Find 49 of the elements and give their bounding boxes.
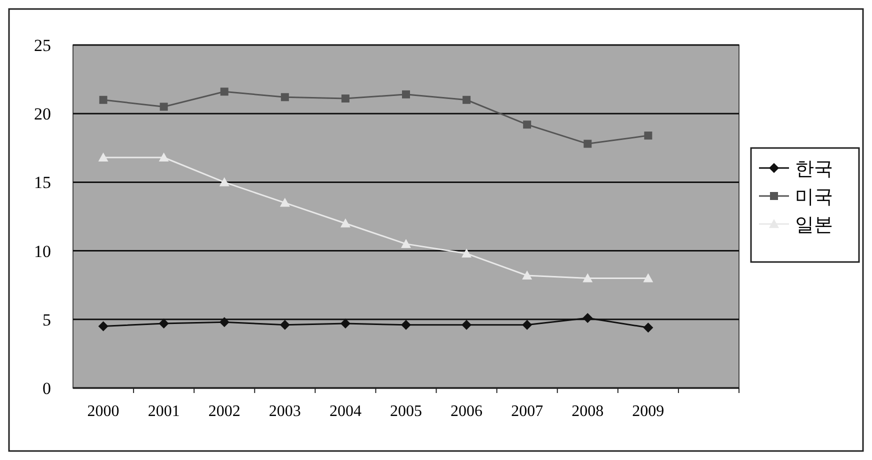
- point: [582, 273, 593, 282]
- point: [219, 177, 230, 186]
- x-tick-label: 2007: [511, 403, 544, 420]
- legend-label: 미국: [795, 186, 833, 208]
- point: [643, 322, 654, 333]
- point: [158, 318, 169, 329]
- point: [158, 152, 169, 162]
- point: [644, 132, 652, 140]
- point: [522, 320, 532, 330]
- point: [462, 248, 472, 258]
- point: [280, 320, 290, 330]
- legend-label: 일본: [795, 214, 833, 236]
- y-tick-label: 5: [42, 310, 51, 330]
- point: [219, 317, 230, 328]
- y-tick-label: 15: [34, 173, 51, 192]
- x-tick-label: 2003: [268, 403, 301, 420]
- point: [401, 238, 411, 248]
- point: [522, 270, 532, 280]
- y-tick-label: 0: [42, 379, 51, 398]
- point: [280, 198, 290, 207]
- legend-label: 한국: [795, 158, 833, 180]
- x-tick-label: 2005: [390, 403, 422, 420]
- point: [341, 94, 350, 103]
- y-tick-label: 20: [34, 104, 51, 124]
- point: [99, 96, 108, 104]
- point: [340, 318, 350, 329]
- x-tick-label: 2000: [87, 403, 120, 420]
- x-tick-label: 2001: [148, 403, 180, 420]
- x-tick-label: 2008: [572, 403, 604, 420]
- point: [582, 313, 593, 324]
- point: [98, 152, 108, 162]
- point: [160, 102, 168, 111]
- x-tick-label: 2009: [632, 403, 664, 420]
- x-tick-label: 2004: [329, 403, 362, 420]
- point: [584, 140, 592, 148]
- point: [220, 88, 228, 96]
- x-tick-label: 2002: [208, 403, 240, 420]
- point: [280, 93, 289, 102]
- point: [401, 320, 411, 330]
- point: [340, 218, 350, 228]
- point: [643, 273, 654, 282]
- y-tick-label: 10: [34, 242, 51, 261]
- point: [98, 321, 108, 332]
- y-tick-label: 25: [34, 36, 51, 55]
- point: [462, 96, 471, 104]
- point: [523, 120, 532, 129]
- point: [462, 320, 472, 330]
- x-tick-label: 2006: [450, 403, 483, 420]
- point: [402, 90, 410, 98]
